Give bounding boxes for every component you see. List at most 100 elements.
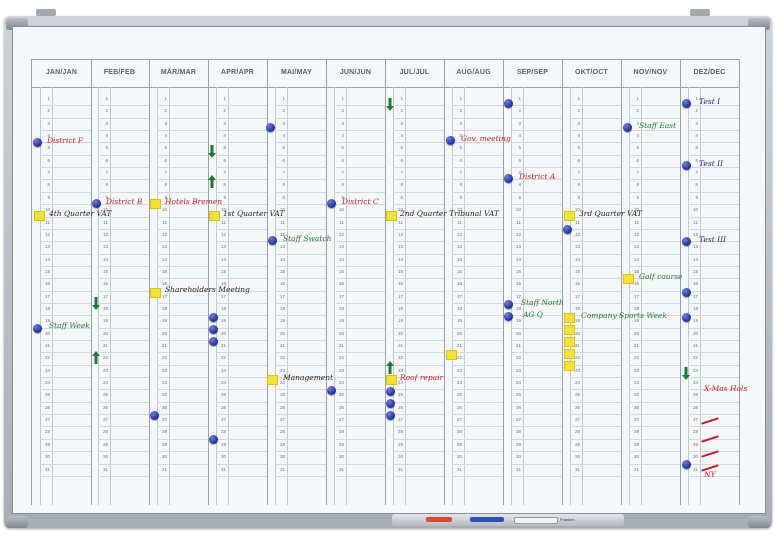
blue-magnet[interactable] <box>209 325 218 334</box>
day-number: 31 <box>220 466 226 472</box>
day-row-line <box>688 130 739 132</box>
blue-magnet[interactable] <box>209 337 218 346</box>
day-number: 5 <box>459 145 462 151</box>
yellow-tag[interactable] <box>150 288 161 298</box>
blue-magnet[interactable] <box>266 123 275 132</box>
day-row-line <box>275 401 326 403</box>
blue-magnet[interactable] <box>446 136 455 145</box>
frame-corner <box>748 516 770 528</box>
day-row-line <box>688 253 739 255</box>
day-row-line <box>511 364 562 366</box>
blue-magnet[interactable] <box>563 225 572 234</box>
blue-magnet[interactable] <box>33 324 42 333</box>
blue-magnet[interactable] <box>682 288 691 297</box>
yellow-tag[interactable] <box>267 375 278 385</box>
blue-magnet[interactable] <box>150 411 159 420</box>
day-row-line <box>629 130 680 132</box>
day-row-line <box>393 352 444 354</box>
blue-magnet[interactable] <box>386 411 395 420</box>
blue-magnet[interactable] <box>209 435 218 444</box>
arrow-up-icon[interactable] <box>92 351 100 364</box>
blue-magnet[interactable] <box>327 386 336 395</box>
blue-magnet[interactable] <box>682 313 691 322</box>
blue-magnet[interactable] <box>386 399 395 408</box>
day-row-line <box>688 327 739 329</box>
day-row-line <box>393 302 444 304</box>
red-marker[interactable] <box>426 517 452 522</box>
day-number: 11 <box>339 219 344 225</box>
day-number: 14 <box>338 256 344 262</box>
day-row-line <box>216 389 267 391</box>
arrow-down-icon[interactable] <box>386 98 394 111</box>
yellow-tag[interactable] <box>564 349 575 359</box>
yellow-tag[interactable] <box>564 211 575 221</box>
day-row-line <box>216 352 267 354</box>
yellow-tag[interactable] <box>564 361 575 371</box>
day-row-line <box>511 130 562 132</box>
arrow-up-icon[interactable] <box>208 175 216 188</box>
eraser[interactable] <box>514 517 558 524</box>
day-number: 29 <box>279 441 285 447</box>
yellow-tag[interactable] <box>623 274 634 284</box>
day-number: 10 <box>338 207 344 213</box>
yellow-tag[interactable] <box>564 313 575 323</box>
day-number: 24 <box>44 380 50 386</box>
yellow-tag[interactable] <box>446 350 457 360</box>
day-number: 26 <box>515 404 521 410</box>
day-row-line <box>688 389 739 391</box>
day-row-line <box>452 302 503 304</box>
day-row-line <box>98 167 149 169</box>
day-strip-rule <box>393 87 394 505</box>
yellow-tag[interactable] <box>564 325 575 335</box>
blue-magnet[interactable] <box>504 312 513 321</box>
day-number: 9 <box>518 194 521 200</box>
blue-magnet[interactable] <box>209 313 218 322</box>
month-header: APR/APR <box>221 69 254 76</box>
day-number: 14 <box>515 256 521 262</box>
day-number: 16 <box>161 281 167 287</box>
day-number: 17 <box>397 293 403 299</box>
blue-magnet[interactable] <box>33 138 42 147</box>
day-row-line <box>334 216 385 218</box>
yellow-tag[interactable] <box>34 211 45 221</box>
yellow-tag[interactable] <box>150 199 161 209</box>
day-row-line <box>393 377 444 379</box>
blue-magnet[interactable] <box>386 387 395 396</box>
day-row-line <box>393 204 444 206</box>
blue-marker[interactable] <box>470 517 504 522</box>
blue-magnet[interactable] <box>682 237 691 246</box>
day-number: 11 <box>103 219 108 225</box>
yellow-tag[interactable] <box>564 337 575 347</box>
arrow-down-icon[interactable] <box>208 145 216 158</box>
blue-magnet[interactable] <box>504 174 513 183</box>
month-header-rule <box>503 87 562 88</box>
blue-magnet[interactable] <box>623 123 632 132</box>
yellow-tag[interactable] <box>209 211 220 221</box>
blue-magnet[interactable] <box>682 161 691 170</box>
blue-magnet[interactable] <box>682 99 691 108</box>
day-row-line <box>40 130 91 132</box>
yellow-tag[interactable] <box>386 375 397 385</box>
arrow-down-icon[interactable] <box>92 297 100 310</box>
day-row-line <box>393 340 444 341</box>
month-header-rule <box>680 87 739 88</box>
day-row-line <box>452 105 503 107</box>
day-number: 25 <box>633 392 639 398</box>
day-number: 22 <box>692 355 698 361</box>
blue-magnet[interactable] <box>682 460 691 469</box>
arrow-down-icon[interactable] <box>682 367 690 380</box>
day-number: 17 <box>44 293 50 299</box>
blue-magnet[interactable] <box>504 99 513 108</box>
day-number: 11 <box>693 219 698 225</box>
blue-magnet[interactable] <box>327 199 336 208</box>
day-number: 19 <box>397 318 403 324</box>
arrow-up-icon[interactable] <box>386 361 394 374</box>
blue-magnet[interactable] <box>504 300 513 309</box>
blue-magnet[interactable] <box>268 236 277 245</box>
day-number: 3 <box>341 120 344 126</box>
blue-magnet[interactable] <box>92 199 101 208</box>
month-column: JAN/JAN 1 2 3 4 5 6 7 8 9 10 11 12 13 14 15 16 17 18 19 20 21… <box>31 59 92 505</box>
day-number: 6 <box>282 157 285 163</box>
day-row-line <box>275 216 326 218</box>
yellow-tag[interactable] <box>386 211 397 221</box>
